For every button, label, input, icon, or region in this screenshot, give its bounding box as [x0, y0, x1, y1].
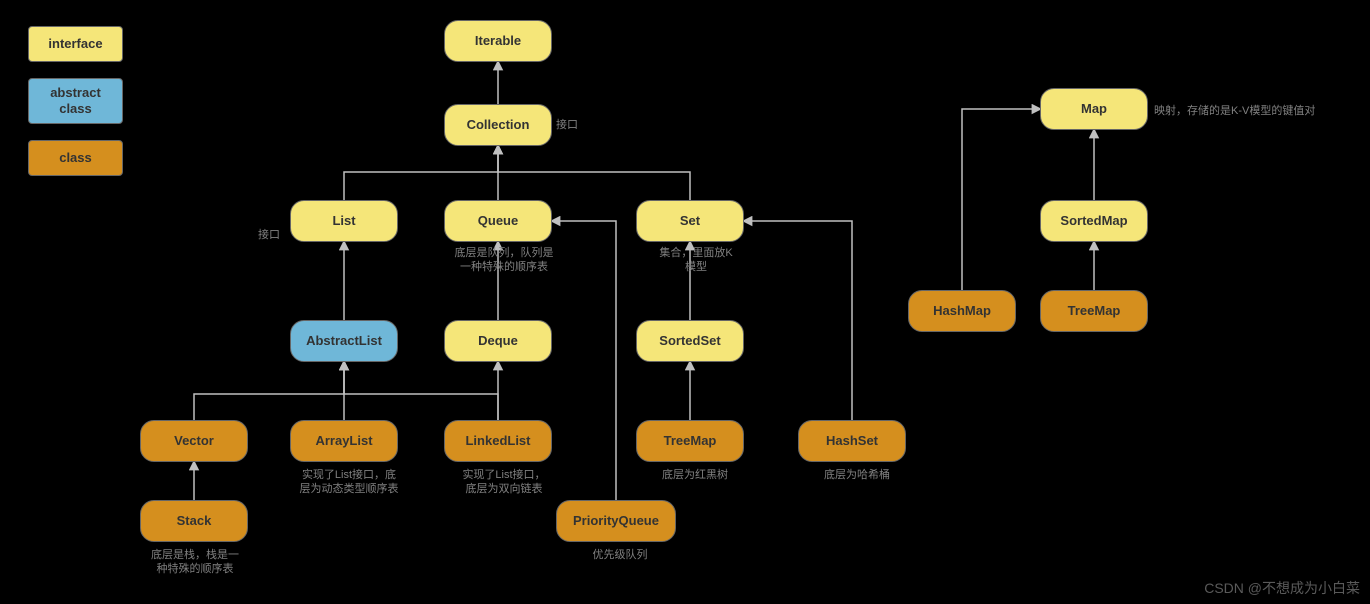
node-vector: Vector — [140, 420, 248, 462]
cap-stack: 底层是栈，栈是一 种特殊的顺序表 — [130, 548, 260, 577]
cap-map: 映射，存储的是K-V模型的键值对 — [1154, 104, 1364, 118]
node-treemap2: TreeMap — [1040, 290, 1148, 332]
node-hashset: HashSet — [798, 420, 906, 462]
cap-queue: 底层是队列，队列是 一种特殊的顺序表 — [444, 246, 564, 275]
edge-hashset-set — [744, 221, 852, 420]
node-list: List — [290, 200, 398, 242]
node-set: Set — [636, 200, 744, 242]
cap-linkedlist: 实现了List接口， 底层为双向链表 — [444, 468, 564, 497]
watermark: CSDN @不想成为小白菜 — [1204, 578, 1360, 598]
node-priorityq: PriorityQueue — [556, 500, 676, 542]
node-abstractlist: AbstractList — [290, 320, 398, 362]
cap-list: 接口 — [258, 228, 298, 242]
cap-collection: 接口 — [556, 118, 596, 132]
cap-priorityq: 优先级队列 — [570, 548, 670, 562]
node-treemap1: TreeMap — [636, 420, 744, 462]
edge-linkedlist-abstractlist — [344, 362, 498, 420]
cap-arraylist: 实现了List接口，底 层为动态类型顺序表 — [284, 468, 414, 497]
edge-vector-abstractlist — [194, 362, 344, 420]
node-deque: Deque — [444, 320, 552, 362]
edge-list-collection — [344, 146, 498, 200]
node-hashmap: HashMap — [908, 290, 1016, 332]
legend-legend-class: class — [28, 140, 123, 176]
legend-legend-abstract: abstract class — [28, 78, 123, 124]
node-sortedset: SortedSet — [636, 320, 744, 362]
edge-set-collection — [498, 146, 690, 200]
diagram-canvas: CSDN @不想成为小白菜 interface abstract class cla… — [0, 0, 1370, 604]
cap-set: 集合，里面放K 模型 — [646, 246, 746, 275]
node-iterable: Iterable — [444, 20, 552, 62]
node-collection: Collection — [444, 104, 552, 146]
cap-hashset: 底层为哈希桶 — [802, 468, 912, 482]
node-sortedmap: SortedMap — [1040, 200, 1148, 242]
edge-hashmap-map — [962, 109, 1040, 290]
node-stack: Stack — [140, 500, 248, 542]
legend-legend-interface: interface — [28, 26, 123, 62]
cap-treemap1: 底层为红黑树 — [640, 468, 750, 482]
node-queue: Queue — [444, 200, 552, 242]
node-map: Map — [1040, 88, 1148, 130]
node-arraylist: ArrayList — [290, 420, 398, 462]
node-linkedlist: LinkedList — [444, 420, 552, 462]
